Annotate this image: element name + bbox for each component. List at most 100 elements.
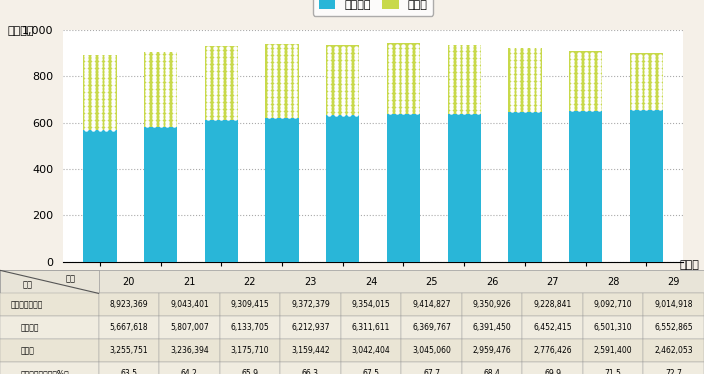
Text: 69.9: 69.9 — [544, 370, 561, 374]
Text: 64.2: 64.2 — [181, 370, 198, 374]
Bar — [99, 340, 159, 362]
Bar — [341, 293, 401, 316]
Bar — [280, 340, 341, 362]
Bar — [144, 52, 177, 127]
Text: 63.5: 63.5 — [120, 370, 137, 374]
Bar — [220, 362, 280, 374]
Bar — [220, 293, 280, 316]
Text: 27: 27 — [546, 277, 559, 287]
Bar — [643, 340, 704, 362]
Bar — [159, 293, 220, 316]
Bar — [462, 340, 522, 362]
Text: 22: 22 — [244, 277, 256, 287]
Bar — [144, 127, 177, 262]
Bar — [386, 114, 420, 262]
Bar — [630, 110, 663, 262]
Bar — [401, 316, 462, 340]
Text: 72.7: 72.7 — [665, 370, 682, 374]
Bar — [159, 340, 220, 362]
Text: 3,159,442: 3,159,442 — [291, 346, 329, 355]
Bar — [583, 293, 643, 316]
Bar — [280, 362, 341, 374]
Text: 6,501,310: 6,501,310 — [594, 324, 632, 332]
Text: 通報件数（件）: 通報件数（件） — [11, 300, 43, 309]
Text: 6,369,767: 6,369,767 — [412, 324, 451, 332]
Bar — [99, 362, 159, 374]
Text: 28: 28 — [607, 277, 620, 287]
Bar — [220, 316, 280, 340]
Text: 9,014,918: 9,014,918 — [655, 300, 693, 309]
Text: 3,042,404: 3,042,404 — [351, 346, 391, 355]
Text: 9,354,015: 9,354,015 — [351, 300, 391, 309]
Text: 移動電話構成比（%）: 移動電話構成比（%） — [21, 370, 70, 374]
Bar — [205, 46, 238, 120]
Text: 29: 29 — [667, 277, 680, 287]
Bar — [583, 340, 643, 362]
Text: （万件）: （万件） — [7, 26, 34, 36]
Text: 25: 25 — [425, 277, 438, 287]
Text: 9,092,710: 9,092,710 — [594, 300, 632, 309]
Bar — [159, 362, 220, 374]
Bar — [462, 362, 522, 374]
Text: 9,372,379: 9,372,379 — [291, 300, 330, 309]
Text: 年次: 年次 — [66, 274, 76, 283]
Text: 26: 26 — [486, 277, 498, 287]
Text: 2,591,400: 2,591,400 — [594, 346, 632, 355]
Text: 3,045,060: 3,045,060 — [412, 346, 451, 355]
Text: 68.4: 68.4 — [484, 370, 501, 374]
Text: 71.5: 71.5 — [605, 370, 622, 374]
Text: 9,414,827: 9,414,827 — [413, 300, 451, 309]
Text: 3,255,751: 3,255,751 — [110, 346, 148, 355]
Text: 6,391,450: 6,391,450 — [472, 324, 512, 332]
Text: 6,452,415: 6,452,415 — [534, 324, 572, 332]
Text: 9,350,926: 9,350,926 — [472, 300, 512, 309]
Text: 6,311,611: 6,311,611 — [352, 324, 390, 332]
Bar — [508, 112, 541, 262]
Text: 2,959,476: 2,959,476 — [472, 346, 512, 355]
Bar — [522, 340, 583, 362]
Bar — [83, 131, 116, 262]
Text: 5,807,007: 5,807,007 — [170, 324, 209, 332]
Bar — [401, 293, 462, 316]
Bar — [341, 340, 401, 362]
Text: 21: 21 — [183, 277, 196, 287]
Bar — [220, 340, 280, 362]
Text: 67.5: 67.5 — [363, 370, 379, 374]
Bar — [401, 340, 462, 362]
Text: 9,228,841: 9,228,841 — [534, 300, 572, 309]
Bar — [448, 114, 481, 262]
Text: その他: その他 — [21, 346, 35, 355]
Text: 23: 23 — [304, 277, 317, 287]
Bar — [326, 45, 360, 116]
Bar — [643, 316, 704, 340]
Text: 移動電話: 移動電話 — [21, 324, 39, 332]
Bar — [341, 316, 401, 340]
Bar — [522, 316, 583, 340]
Text: 3,236,394: 3,236,394 — [170, 346, 209, 355]
Bar — [265, 118, 298, 262]
Bar — [99, 293, 159, 316]
Bar — [386, 43, 420, 114]
Text: （年）: （年） — [679, 260, 699, 270]
Text: 20: 20 — [122, 277, 135, 287]
Bar — [462, 316, 522, 340]
Text: 66.3: 66.3 — [302, 370, 319, 374]
Text: 6,133,705: 6,133,705 — [230, 324, 270, 332]
Text: 9,043,401: 9,043,401 — [170, 300, 209, 309]
Bar — [205, 120, 238, 262]
Bar — [448, 45, 481, 114]
Bar — [643, 362, 704, 374]
Bar — [159, 316, 220, 340]
Legend: 移動電話, その他: 移動電話, その他 — [313, 0, 433, 16]
Text: 2,462,053: 2,462,053 — [655, 346, 693, 355]
Bar — [326, 116, 360, 262]
Bar — [643, 293, 704, 316]
Bar — [401, 362, 462, 374]
Bar — [583, 362, 643, 374]
Text: 67.7: 67.7 — [423, 370, 440, 374]
Text: 6,552,865: 6,552,865 — [655, 324, 693, 332]
Text: 5,667,618: 5,667,618 — [110, 324, 148, 332]
Bar — [508, 48, 541, 112]
Bar — [630, 53, 663, 110]
Text: 65.9: 65.9 — [241, 370, 258, 374]
